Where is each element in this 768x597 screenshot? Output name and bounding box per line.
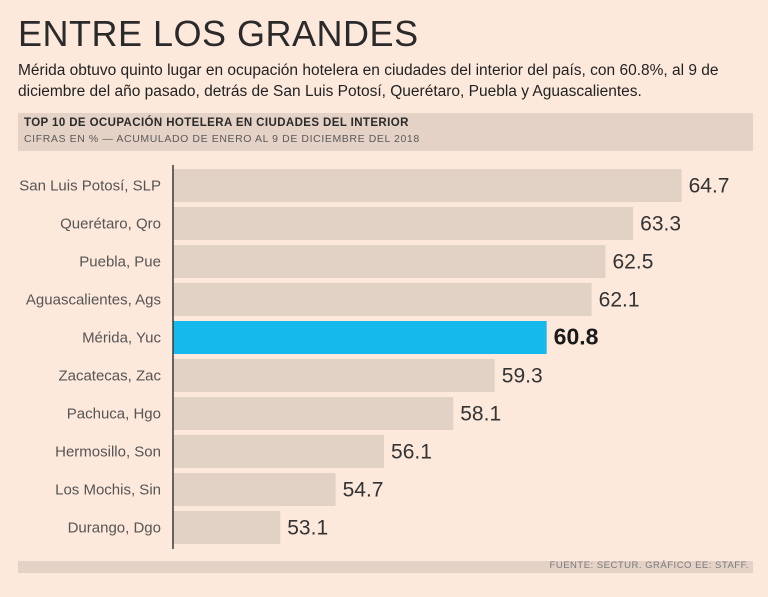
headline: ENTRE LOS GRANDES: [18, 13, 419, 54]
bar: [173, 207, 634, 240]
category-label: Querétaro, Qro: [60, 216, 161, 233]
source-note: FUENTE: SECTUR. GRÁFICO EE: STAFF.: [549, 560, 749, 571]
value-label: 58.1: [460, 403, 501, 426]
category-label: Durango, Dgo: [68, 520, 161, 537]
value-label: 64.7: [689, 175, 730, 198]
bar: [173, 397, 454, 430]
chart-header: TOP 10 DE OCUPACIÓN HOTELERA EN CIUDADES…: [18, 113, 753, 151]
chart-title: TOP 10 DE OCUPACIÓN HOTELERA EN CIUDADES…: [24, 117, 409, 129]
bar: [173, 359, 495, 392]
category-label: Zacatecas, Zac: [58, 368, 161, 385]
category-label: Hermosillo, Son: [55, 444, 161, 461]
value-label: 62.1: [599, 289, 640, 312]
value-label: 59.3: [502, 365, 543, 388]
category-label: Los Mochis, Sin: [55, 482, 161, 499]
category-label: Aguascalientes, Ags: [26, 292, 161, 309]
value-label: 62.5: [613, 251, 654, 274]
deck: Mérida obtuvo quinto lugar en ocupación …: [18, 62, 719, 100]
bar: [173, 511, 281, 544]
value-label: 53.1: [287, 517, 328, 540]
bar: [173, 169, 682, 202]
value-label: 56.1: [391, 441, 432, 464]
bar: [173, 283, 592, 316]
value-label: 54.7: [343, 479, 384, 502]
value-label: 60.8: [554, 324, 599, 350]
bar: [173, 321, 547, 354]
category-label: Mérida, Yuc: [82, 330, 161, 347]
chart-units: CIFRAS EN % — ACUMULADO DE ENERO AL 9 DE…: [24, 133, 420, 145]
category-label: San Luis Potosí, SLP: [19, 178, 161, 195]
bar: [173, 473, 336, 506]
footer: FUENTE: SECTUR. GRÁFICO EE: STAFF.: [18, 560, 753, 573]
value-label: 63.3: [640, 213, 681, 236]
bar-chart: San Luis Potosí, SLP 64.7 Querétaro, Qro 63…: [19, 165, 730, 549]
bar: [173, 245, 606, 278]
category-label: Puebla, Pue: [79, 254, 161, 271]
bar: [173, 435, 385, 468]
category-label: Pachuca, Hgo: [67, 406, 161, 423]
